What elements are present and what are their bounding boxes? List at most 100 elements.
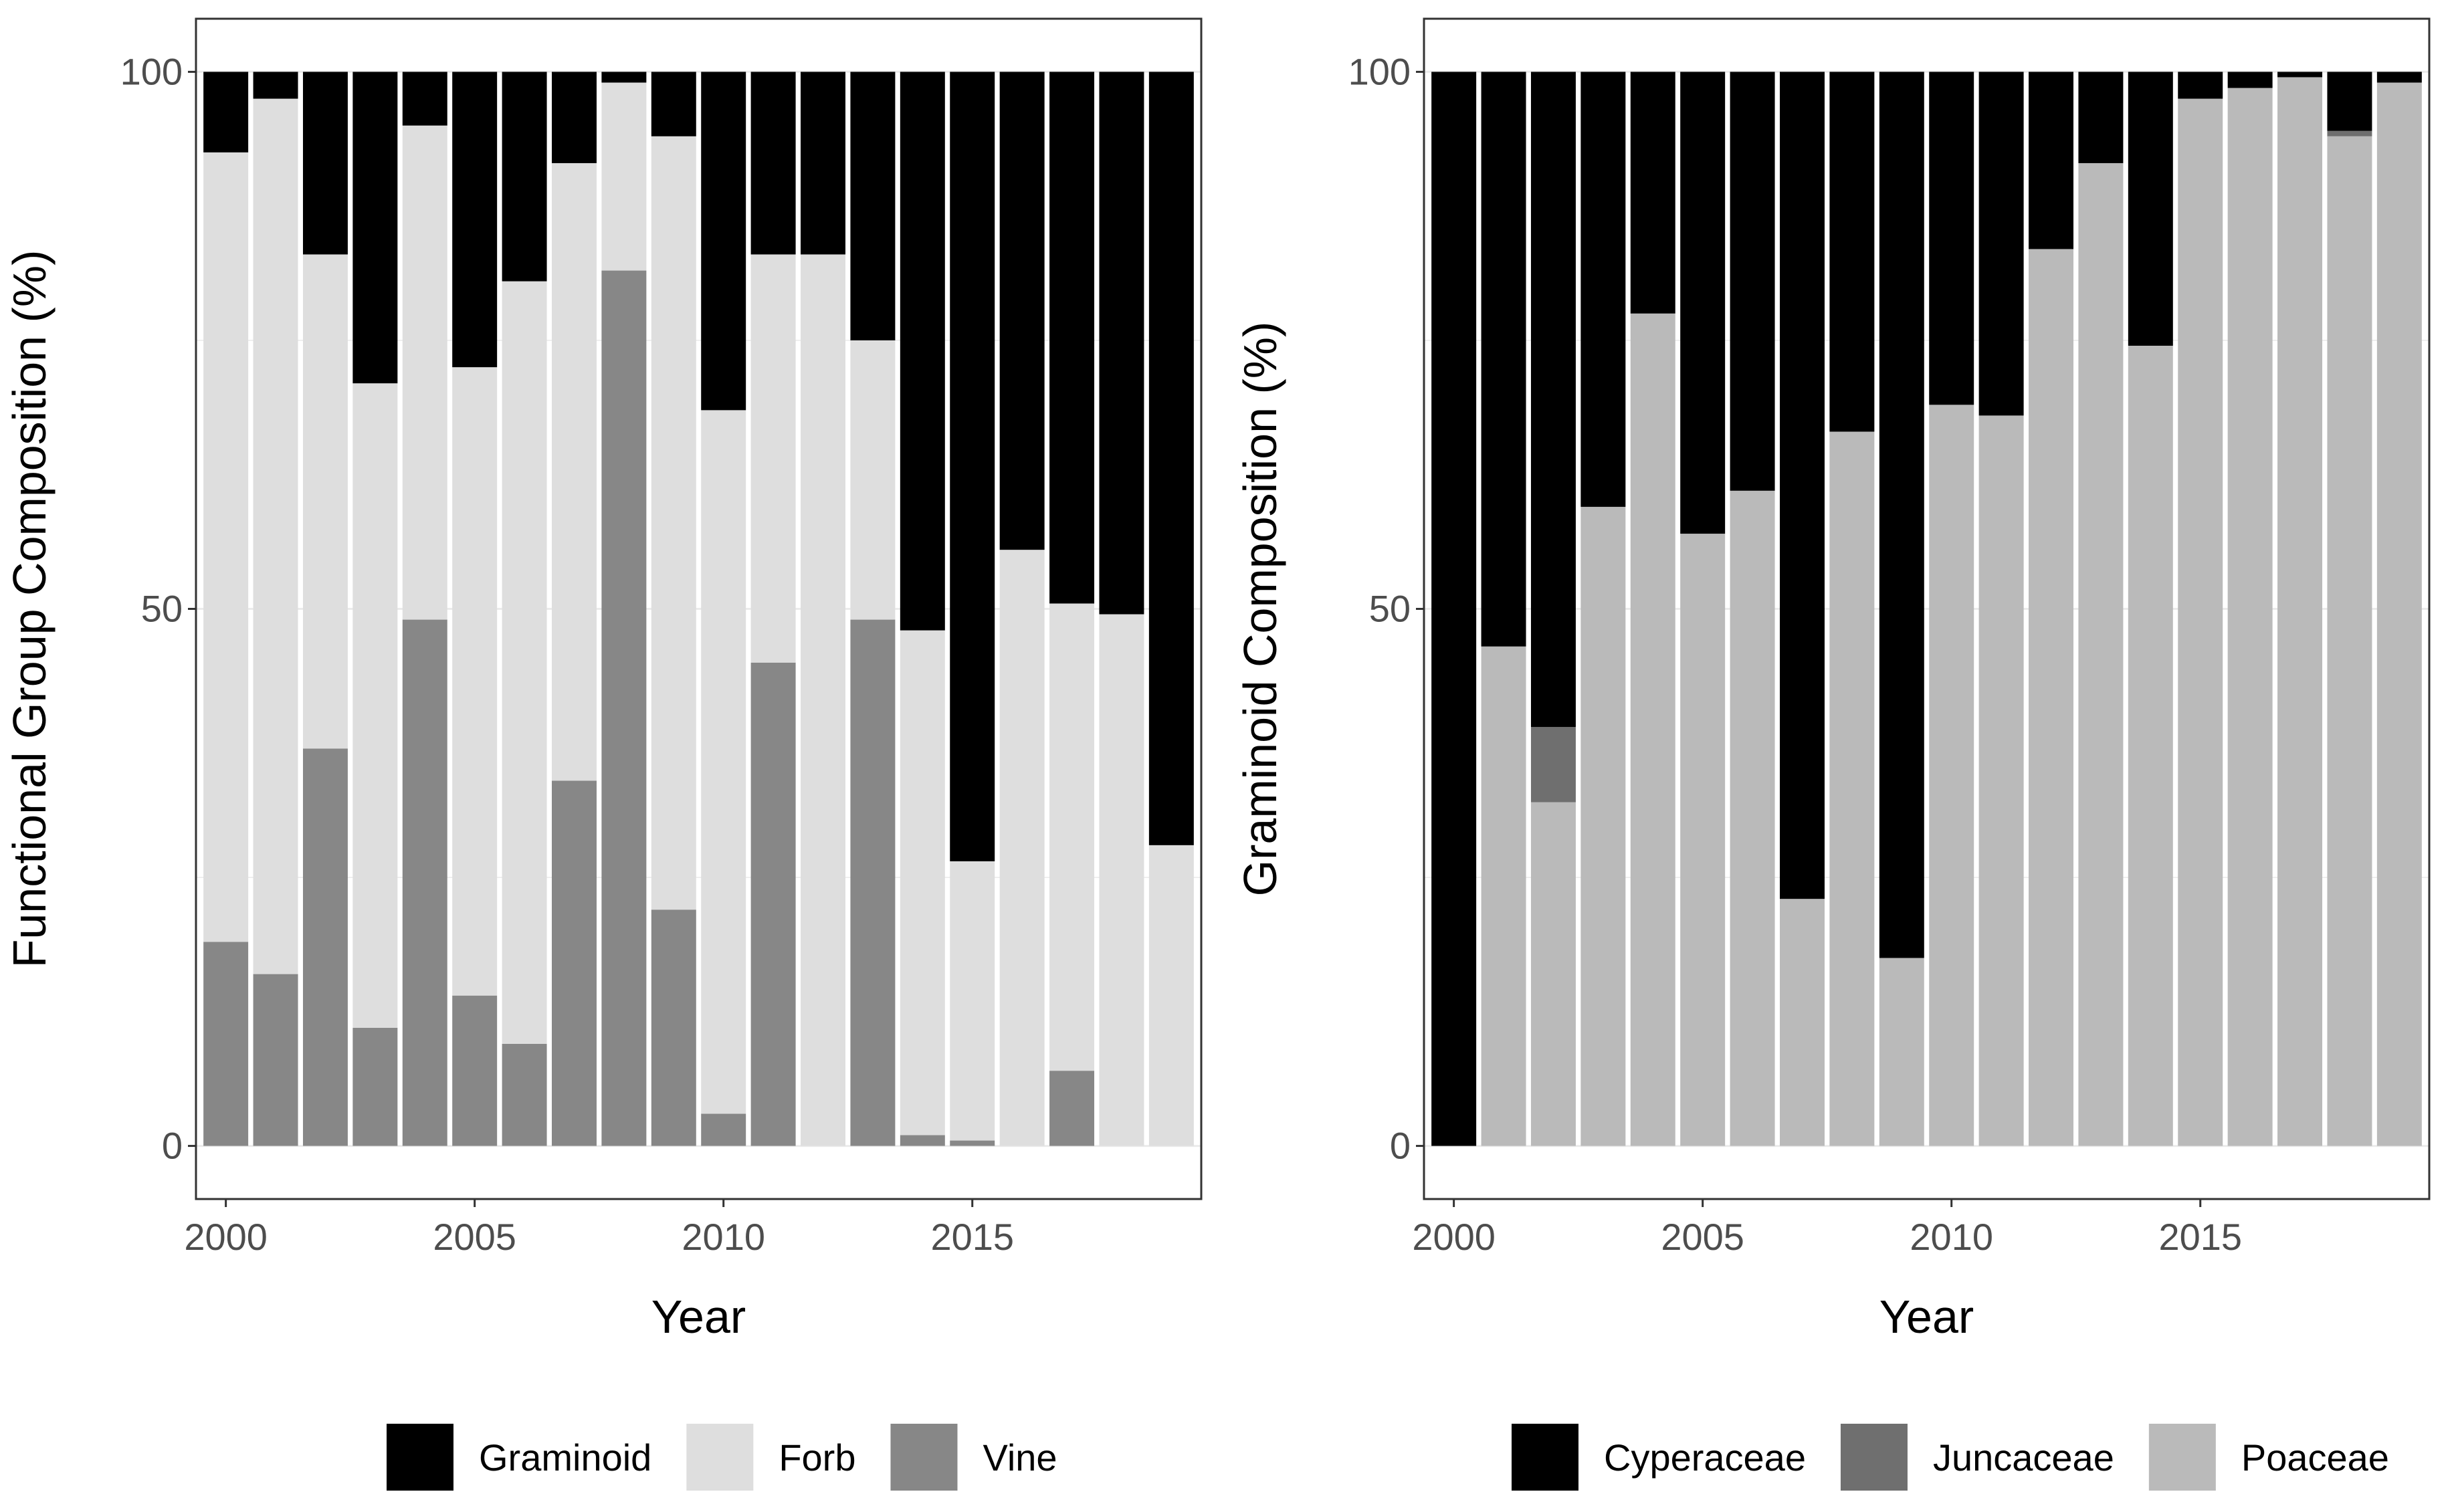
bar-vine-2000	[203, 942, 249, 1146]
bar-graminoid-2008	[601, 72, 647, 83]
bar-juncaceae-2002	[1530, 727, 1576, 802]
bar-cyperaceae-2019	[2376, 72, 2422, 83]
bar-cyperaceae-2013	[2078, 72, 2124, 163]
bar-forb-2013	[850, 340, 896, 620]
bar-graminoid-2013	[850, 72, 896, 340]
bar-juncaceae-2018	[2327, 130, 2372, 136]
bar-graminoid-2012	[801, 72, 845, 255]
bar-cyperaceae-2004	[1630, 72, 1675, 314]
bar-vine-2007	[552, 780, 597, 1146]
bar-graminoid-2011	[750, 72, 796, 255]
legend-key-graminoid	[387, 1424, 453, 1491]
bar-cyperaceae-2012	[2029, 72, 2073, 249]
legend-key-forb	[686, 1424, 754, 1491]
bar-poaceae-2013	[2078, 163, 2124, 1146]
bar-vine-2009	[651, 909, 696, 1146]
bar-vine-2015	[950, 1140, 995, 1146]
bar-forb-2004	[402, 125, 447, 620]
y-tick-label: 100	[1348, 50, 1411, 92]
bar-forb-2016	[999, 550, 1045, 1146]
bar-poaceae-2006	[1730, 490, 1775, 1146]
bar-forb-2003	[352, 383, 398, 1028]
bar-forb-2010	[701, 410, 746, 1114]
x-tick-label: 2015	[2158, 1216, 2242, 1258]
bar-cyperaceae-2017	[2277, 72, 2323, 78]
bar-graminoid-2016	[999, 72, 1045, 550]
bar-cyperaceae-2007	[1780, 72, 1825, 899]
bar-vine-2004	[402, 619, 447, 1146]
bar-forb-2015	[950, 861, 995, 1141]
bar-vine-2011	[750, 662, 796, 1146]
bar-cyperaceae-2010	[1929, 72, 1974, 405]
bar-poaceae-2012	[2029, 249, 2073, 1146]
bar-forb-2008	[601, 82, 647, 271]
bar-cyperaceae-2011	[1978, 72, 2024, 416]
bar-graminoid-2000	[203, 72, 249, 152]
legend-key-juncaceae	[1840, 1424, 1908, 1491]
bar-poaceae-2014	[2128, 345, 2173, 1146]
bar-forb-2019	[1148, 845, 1194, 1146]
x-tick-label: 2005	[1661, 1216, 1744, 1258]
legend: Cyperaceae Juncaceae Poaceae	[1512, 1424, 2389, 1491]
bar-cyperaceae-2014	[2128, 72, 2173, 346]
bar-graminoid-2015	[950, 72, 995, 861]
x-tick-label: 2015	[930, 1216, 1014, 1258]
bar-cyperaceae-2000	[1431, 72, 1477, 1146]
bar-cyperaceae-2016	[2227, 72, 2273, 88]
bar-graminoid-2004	[402, 72, 447, 126]
bar-cyperaceae-2002	[1530, 72, 1576, 728]
bar-poaceae-2007	[1780, 899, 1825, 1146]
bar-poaceae-2002	[1530, 802, 1576, 1146]
legend-label-graminoid: Graminoid	[479, 1436, 651, 1479]
legend-label-poaceae: Poaceae	[2241, 1436, 2389, 1479]
bar-forb-2014	[900, 630, 945, 1136]
x-axis-title: Year	[651, 1291, 746, 1343]
legend-key-vine	[890, 1424, 958, 1491]
bar-graminoid-2007	[552, 72, 597, 163]
bar-vine-2008	[601, 270, 647, 1146]
bar-graminoid-2005	[452, 72, 498, 368]
bar-poaceae-2008	[1829, 431, 1875, 1146]
bar-vine-2014	[900, 1135, 945, 1146]
bar-graminoid-2010	[701, 72, 746, 411]
bar-poaceae-2004	[1630, 313, 1675, 1146]
legend-label-vine: Vine	[983, 1436, 1057, 1479]
bar-forb-2006	[502, 281, 547, 1044]
bar-vine-2013	[850, 619, 896, 1146]
bar-forb-2005	[452, 367, 498, 996]
bar-graminoid-2017	[1049, 72, 1095, 604]
bar-cyperaceae-2018	[2327, 72, 2372, 131]
bar-poaceae-2018	[2327, 136, 2372, 1146]
legend-key-poaceae	[2148, 1424, 2216, 1491]
bar-poaceae-2015	[2178, 98, 2223, 1146]
x-tick-label: 2010	[1910, 1216, 1993, 1258]
bar-graminoid-2003	[352, 72, 398, 384]
bar-forb-2009	[651, 136, 696, 910]
bar-vine-2003	[352, 1027, 398, 1146]
bar-cyperaceae-2009	[1879, 72, 1924, 958]
bar-forb-2001	[253, 98, 298, 974]
y-axis-title: Functional Group Composition (%)	[3, 250, 56, 968]
legend: Graminoid Forb Vine	[387, 1424, 1057, 1491]
y-tick-label: 50	[1369, 588, 1411, 630]
y-tick-label: 100	[120, 50, 183, 92]
bar-poaceae-2005	[1680, 534, 1726, 1146]
bar-vine-2001	[253, 974, 298, 1146]
x-axis-title: Year	[1879, 1291, 1974, 1343]
bar-graminoid-2018	[1099, 72, 1144, 615]
legend-label-forb: Forb	[779, 1436, 855, 1479]
bar-poaceae-2003	[1580, 506, 1626, 1146]
bar-poaceae-2019	[2376, 82, 2422, 1146]
legend-key-cyperaceae	[1512, 1424, 1578, 1491]
bar-vine-2006	[502, 1043, 547, 1146]
chart-functional-group: 0 50 100 2000 2005 2010 2015 Year Functional Gro…	[3, 17, 1203, 1491]
legend-label-juncaceae: Juncaceae	[1933, 1436, 2114, 1479]
x-tick-label: 2005	[433, 1216, 516, 1258]
bar-cyperaceae-2008	[1829, 72, 1875, 432]
bar-graminoid-2006	[502, 72, 547, 282]
bar-cyperaceae-2003	[1580, 72, 1626, 507]
bar-forb-2007	[552, 163, 597, 781]
bar-vine-2005	[452, 995, 498, 1146]
bar-forb-2002	[302, 254, 348, 749]
bar-poaceae-2009	[1879, 958, 1924, 1146]
